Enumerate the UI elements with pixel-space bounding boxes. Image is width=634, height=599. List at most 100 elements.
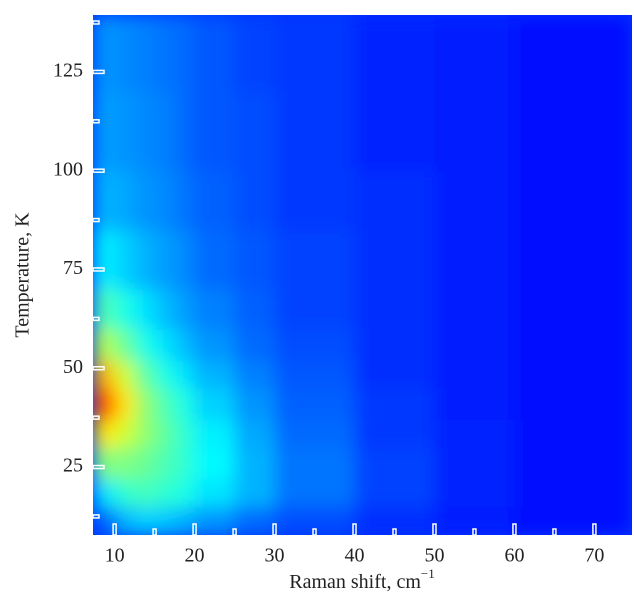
heat-cell xyxy=(114,388,136,421)
ticks: 10 20 30 40 50 60 70 25 50 75 100 125 xyxy=(53,20,604,567)
heat-cell xyxy=(134,170,156,231)
heat-cell xyxy=(93,360,116,389)
heat-cell xyxy=(274,388,356,421)
x-tick-label: 20 xyxy=(185,545,205,567)
heat-cell xyxy=(194,506,236,535)
x-tick-label: 10 xyxy=(105,545,125,567)
heat-cell xyxy=(93,388,116,421)
heat-cell xyxy=(234,506,276,535)
x-minor-tick xyxy=(552,528,557,536)
x-minor-tick xyxy=(232,528,237,536)
heat-cell xyxy=(234,170,276,231)
y-minor-tick xyxy=(92,217,100,223)
heat-cell xyxy=(434,478,515,508)
heat-cell xyxy=(514,506,632,535)
heat-cell xyxy=(274,91,356,172)
heat-cell xyxy=(134,289,156,330)
heat-cell xyxy=(514,419,632,448)
heat-cell xyxy=(234,91,276,172)
heat-cell xyxy=(154,289,176,330)
x-tick xyxy=(432,523,437,536)
heat-cell xyxy=(134,91,156,172)
heat-cell xyxy=(354,170,435,231)
heat-cell xyxy=(93,328,116,361)
y-minor-tick xyxy=(92,415,100,420)
x-minor-tick xyxy=(392,528,397,536)
heat-cell xyxy=(354,506,435,535)
heat-cell xyxy=(154,328,176,361)
x-tick xyxy=(192,523,197,536)
heat-cell xyxy=(194,170,236,231)
heat-cell xyxy=(234,478,276,508)
heat-cell xyxy=(274,506,356,535)
heat-cell xyxy=(354,328,435,361)
heat-cell xyxy=(274,478,356,508)
heat-cell xyxy=(154,15,176,93)
heat-cell xyxy=(234,388,276,421)
heat-cell xyxy=(93,419,116,448)
x-tick-label: 40 xyxy=(345,545,365,567)
heat-cell xyxy=(274,289,356,330)
heat-cell xyxy=(434,328,515,361)
heat-cell xyxy=(194,289,236,330)
heat-cell xyxy=(93,91,116,172)
heat-cell xyxy=(114,447,136,480)
heat-cell xyxy=(134,506,156,535)
heat-cell xyxy=(134,15,156,93)
y-tick-label: 50 xyxy=(63,356,83,378)
heat-cell xyxy=(154,506,176,535)
heat-cell xyxy=(234,419,276,448)
heat-cell xyxy=(93,289,116,330)
heat-cell xyxy=(234,447,276,480)
heat-cell xyxy=(154,91,176,172)
heat-cell xyxy=(434,15,515,93)
heat-cell xyxy=(194,15,236,93)
heat-cell xyxy=(174,478,196,508)
heat-cell xyxy=(434,419,515,448)
heat-cell xyxy=(114,91,136,172)
heat-cell xyxy=(234,328,276,361)
heat-cell xyxy=(274,447,356,480)
heat-cell xyxy=(434,506,515,535)
x-tick xyxy=(272,523,277,536)
heat-cell xyxy=(434,170,515,231)
heat-cell xyxy=(194,419,236,448)
y-tick-label: 125 xyxy=(53,59,83,81)
heat-cell xyxy=(134,229,156,290)
heat-cell xyxy=(114,229,136,290)
heat-cell xyxy=(434,91,515,172)
heat-cell xyxy=(354,388,435,421)
x-axis-label: Raman shift, cm−1 xyxy=(289,566,434,593)
heat-cell xyxy=(274,328,356,361)
heat-cell xyxy=(114,289,136,330)
heat-cell xyxy=(514,289,632,330)
heat-cell xyxy=(354,447,435,480)
x-tick-label: 70 xyxy=(584,545,604,567)
heat-cell xyxy=(174,229,196,290)
heat-cell xyxy=(514,15,632,93)
x-tick xyxy=(352,523,357,536)
heat-cell xyxy=(354,91,435,172)
heat-cell xyxy=(514,91,632,172)
heat-cell xyxy=(154,419,176,448)
heat-cell xyxy=(194,328,236,361)
heat-cell xyxy=(154,229,176,290)
heat-cell xyxy=(134,360,156,389)
heat-cell xyxy=(154,478,176,508)
heat-cell xyxy=(434,388,515,421)
heat-cell xyxy=(234,289,276,330)
heat-cell xyxy=(114,478,136,508)
x-minor-tick xyxy=(152,528,157,536)
heat-cell xyxy=(274,419,356,448)
y-axis-label: Temperature, K xyxy=(12,212,34,338)
x-tick-label: 60 xyxy=(504,545,524,567)
y-tick-label: 75 xyxy=(63,257,83,279)
heat-cell xyxy=(174,91,196,172)
heat-cell xyxy=(93,170,116,231)
heat-cell xyxy=(93,447,116,480)
x-tick xyxy=(592,523,597,536)
heat-cell xyxy=(194,388,236,421)
x-label-sup: −1 xyxy=(421,566,435,581)
heat-cell xyxy=(434,360,515,389)
